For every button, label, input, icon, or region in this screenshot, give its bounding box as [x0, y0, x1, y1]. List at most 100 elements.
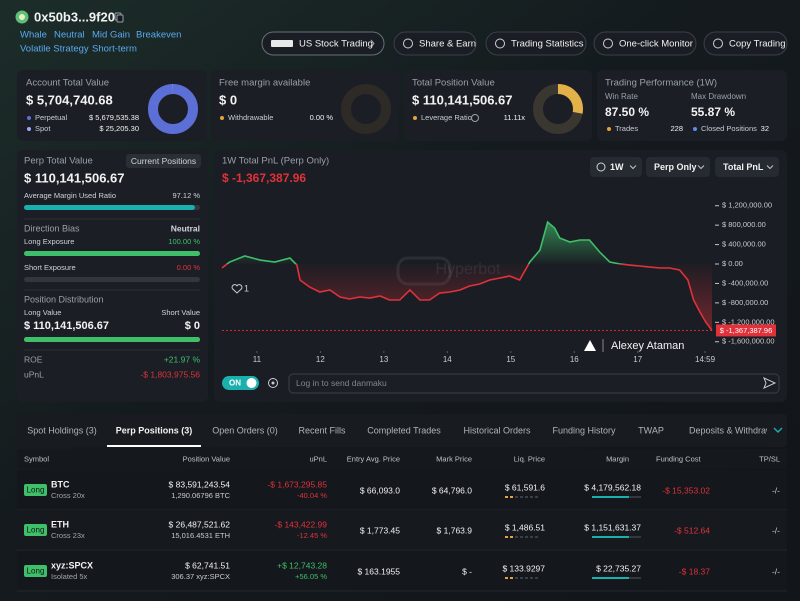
- column-header: uPnL: [309, 454, 327, 463]
- x-tick-label: 17: [633, 355, 642, 364]
- margin-mode: Cross 20x: [51, 491, 85, 500]
- button-icon: [271, 40, 293, 47]
- button-label[interactable]: Current Positions: [131, 156, 196, 166]
- metric-label: Average Margin Used Ratio: [24, 191, 116, 200]
- liq-indicator: [505, 577, 508, 579]
- control-label[interactable]: Perp Only: [654, 162, 697, 172]
- toggle-knob[interactable]: [246, 378, 257, 388]
- toggle-label[interactable]: ON: [229, 379, 241, 388]
- tab[interactable]: Perp Positions (3): [116, 425, 193, 435]
- header-button[interactable]: [261, 31, 385, 56]
- upnl: +$ 12,743.28: [277, 560, 327, 570]
- liq-indicator: [535, 577, 538, 579]
- y-tick-label: $ 800,000.00: [722, 220, 766, 229]
- header-button[interactable]: [703, 31, 788, 56]
- chart-control[interactable]: [715, 157, 779, 177]
- side-badge: [24, 524, 47, 536]
- tab[interactable]: Deposits & Withdrawals: [689, 425, 785, 435]
- upnl: -$ 143,422.99: [275, 519, 328, 529]
- tab[interactable]: Open Orders (0): [212, 425, 278, 435]
- tab[interactable]: Spot Holdings (3): [27, 425, 97, 435]
- tab-bar: [17, 414, 787, 447]
- metric-label: Max Drawdown: [691, 92, 746, 101]
- tag: Neutral: [54, 30, 85, 41]
- table-row: [17, 470, 787, 510]
- metric-label: Direction Bias: [24, 223, 80, 233]
- side-label: Long: [27, 526, 45, 535]
- control-label[interactable]: Total PnL: [723, 162, 764, 172]
- position-size: 1,290.06796 BTC: [171, 491, 230, 500]
- card-title: Free margin available: [219, 78, 310, 89]
- margin-fill: [592, 496, 629, 498]
- liq-indicator: [510, 577, 513, 579]
- tp-sl: -/-: [772, 485, 780, 495]
- position-size: 15,016.4531 ETH: [171, 531, 230, 540]
- metric-label: Long Exposure: [24, 237, 74, 246]
- tag: Volatile Strategy: [20, 44, 89, 55]
- x-tick-label: 15: [506, 355, 515, 364]
- tab[interactable]: Recent Fills: [298, 425, 346, 435]
- tab[interactable]: Completed Trades: [367, 425, 441, 435]
- tabs-chevron[interactable]: [773, 427, 783, 433]
- chart-control[interactable]: [646, 157, 710, 177]
- settings-icon[interactable]: [268, 378, 278, 388]
- chevron: [629, 165, 637, 170]
- author-name: Alexey Ataman: [611, 340, 684, 352]
- liq-price: $ 1,486.51: [505, 522, 545, 532]
- tab[interactable]: Historical Orders: [463, 425, 531, 435]
- metric-value: +21.97 %: [164, 354, 201, 364]
- chevron: [766, 165, 774, 170]
- tab[interactable]: Funding History: [552, 425, 616, 435]
- button-label[interactable]: Trading Statistics: [511, 39, 584, 50]
- legend-dot: [220, 116, 224, 120]
- liq-indicator: [515, 577, 518, 579]
- entry-price: $ 66,093.0: [360, 485, 400, 495]
- danmaku-input[interactable]: [288, 373, 780, 394]
- current-value-label: $ -1,367,387.96: [720, 326, 773, 335]
- progress-fill: [24, 251, 200, 256]
- chart-control[interactable]: [590, 157, 642, 177]
- copy-icon[interactable]: [116, 14, 124, 23]
- tab[interactable]: TWAP: [638, 425, 664, 435]
- x-tick-label: 12: [316, 355, 325, 364]
- tag: Mid Gain: [92, 30, 130, 41]
- upnl-percent: -40.04 %: [297, 491, 327, 500]
- column-header: TP/SL: [759, 454, 780, 463]
- side-label: Long: [27, 486, 45, 495]
- x-tick-label: 14: [443, 355, 452, 364]
- header-button[interactable]: [393, 31, 477, 56]
- column-header: Entry Avg. Price: [347, 454, 400, 463]
- table-row: [17, 510, 787, 550]
- margin: $ 22,735.27: [596, 563, 641, 573]
- y-tick-label: $ -1,600,000.00: [722, 337, 775, 346]
- control-label[interactable]: 1W: [610, 162, 624, 172]
- button-label[interactable]: Share & Earn: [419, 39, 476, 50]
- card-title: Total Position Value: [412, 78, 495, 89]
- button-label[interactable]: One-click Monitor: [619, 39, 693, 50]
- button-label[interactable]: Copy Trading: [729, 39, 786, 50]
- progress-fill: [24, 337, 200, 342]
- send-icon[interactable]: [763, 377, 777, 389]
- column-header: Margin: [606, 454, 629, 463]
- legend-dot: [693, 127, 697, 131]
- position-value: $ 83,591,243.54: [169, 479, 231, 489]
- line-negative: [221, 264, 713, 331]
- position-value: $ 62,741.51: [185, 560, 230, 570]
- position-value: $ 26,487,521.62: [169, 519, 231, 529]
- button-icon: [713, 38, 723, 49]
- funding-cost: -$ 512.64: [674, 525, 710, 535]
- card-value: $ 5,704,740.68: [26, 92, 113, 107]
- card-title: Trading Performance (1W): [605, 78, 717, 89]
- header-button[interactable]: [485, 31, 587, 56]
- funding-cost: -$ 18.37: [679, 566, 710, 576]
- legend-value: 228: [670, 124, 683, 133]
- donut-track: [341, 84, 391, 134]
- header-button[interactable]: [593, 31, 697, 56]
- heart-icon[interactable]: [231, 284, 243, 294]
- legend-dot: [27, 116, 31, 120]
- x-tick-label: 11: [253, 355, 262, 364]
- y-tick-label: $ 400,000.00: [722, 240, 766, 249]
- button-label[interactable]: US Stock Trading: [299, 39, 373, 50]
- positions-button[interactable]: [126, 154, 201, 168]
